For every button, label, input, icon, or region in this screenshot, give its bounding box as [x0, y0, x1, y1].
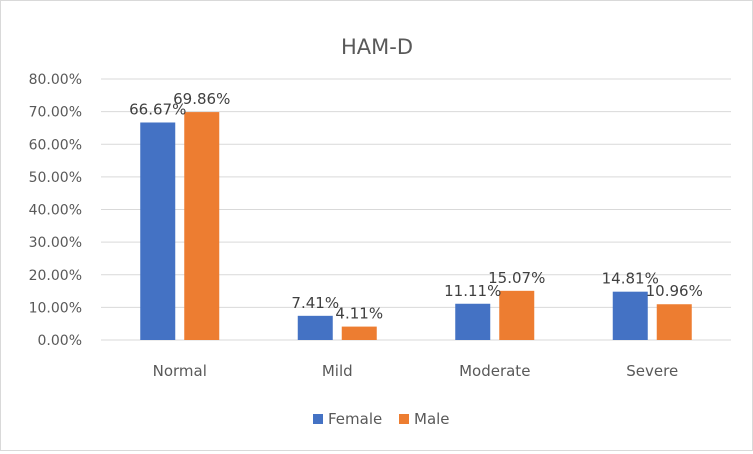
y-tick-label: 50.00% [29, 170, 82, 186]
data-label: 14.81% [602, 270, 659, 288]
legend-swatch-male [399, 414, 409, 424]
x-tick-label: Mild [322, 362, 353, 380]
y-tick-label: 30.00% [29, 235, 82, 251]
y-tick-label: 80.00% [29, 72, 82, 88]
bar-male-mild [341, 326, 377, 340]
bar-male-normal [184, 112, 220, 340]
data-label: 10.96% [646, 282, 703, 300]
bar-male-moderate [499, 290, 535, 340]
legend: Female Male [313, 410, 450, 428]
bar-female-severe [612, 291, 648, 340]
y-tick-label: 60.00% [29, 137, 82, 153]
y-tick-label: 20.00% [29, 268, 82, 284]
data-label: 4.11% [335, 305, 383, 323]
bar-male-severe [656, 304, 692, 340]
legend-swatch-female [313, 414, 323, 424]
data-label: 11.11% [444, 282, 501, 300]
x-tick-label: Severe [626, 362, 678, 380]
y-axis-ticks: 0.00% 10.00% 20.00% 30.00% 40.00% 50.00% 60.00… [29, 72, 82, 349]
bars [140, 112, 692, 340]
x-tick-label: Moderate [459, 362, 530, 380]
data-label: 66.67% [129, 100, 186, 118]
bar-female-normal [140, 122, 176, 340]
x-axis-ticks: Normal Mild Moderate Severe [153, 362, 679, 380]
y-tick-label: 10.00% [29, 300, 82, 316]
legend-label-male: Male [414, 410, 450, 428]
data-labels: 66.67%69.86% 7.41%4.11% 11.11%15.07% 14.81%… [129, 90, 703, 323]
x-tick-label: Normal [153, 362, 207, 380]
bar-female-mild [297, 315, 333, 340]
legend-label-female: Female [328, 410, 382, 428]
y-tick-label: 40.00% [29, 203, 82, 219]
data-label: 7.41% [291, 294, 339, 312]
chart-title: HAM-D [341, 35, 413, 59]
data-label: 15.07% [488, 269, 545, 287]
bar-female-moderate [455, 303, 491, 340]
y-tick-label: 70.00% [29, 105, 82, 121]
data-label: 69.86% [173, 90, 230, 108]
y-tick-label: 0.00% [38, 333, 82, 349]
